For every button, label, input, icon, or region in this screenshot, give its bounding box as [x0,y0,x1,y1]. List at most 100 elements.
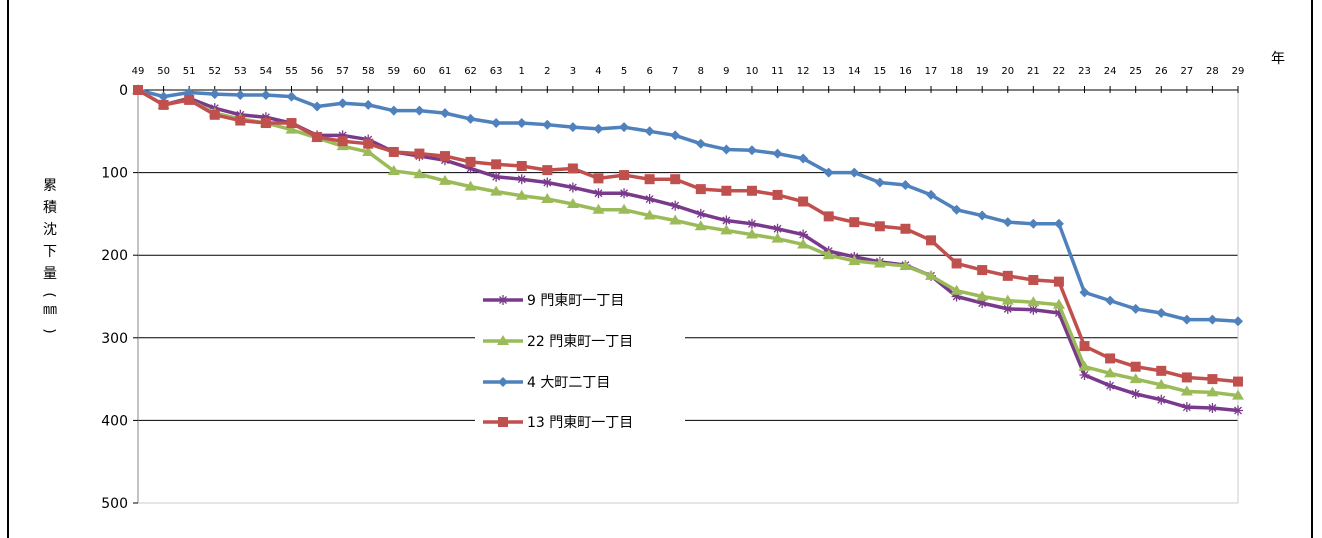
data-point-triangle [1129,373,1142,384]
x-tick-label: 10 [746,66,759,77]
data-point-square [798,196,809,207]
data-point-square [312,132,323,143]
y-tick-label: 400 [101,413,128,429]
data-point-asterisk [516,174,527,185]
data-point-square [1053,276,1064,287]
data-point-diamond [926,189,937,200]
y-axis-label-char: 沈 [43,222,57,238]
data-point-asterisk [1105,380,1116,391]
data-point-triangle [1155,378,1168,389]
x-tick-label: 13 [822,66,835,77]
data-point-triangle [925,269,938,280]
x-tick-label: 57 [336,66,349,77]
x-tick-label: 17 [925,66,938,77]
legend-label: 13 門東町一丁目 [527,415,633,431]
x-tick-label: 3 [570,66,576,77]
x-tick-label: 56 [311,66,324,77]
data-point-asterisk [644,194,655,205]
data-point-triangle [720,224,733,235]
series-1 [133,85,1243,416]
data-point-diamond [951,204,962,215]
data-point-square [158,99,169,110]
data-point-square [746,185,757,196]
data-point-diamond [260,89,271,100]
data-point-square [209,109,220,120]
data-point-triangle [1052,298,1065,309]
data-point-diamond [874,177,885,188]
data-point-triangle [515,189,528,200]
data-point-asterisk [670,200,681,211]
data-point-square [542,165,553,176]
data-point-diamond [746,145,757,156]
data-point-diamond [388,105,399,116]
x-tick-label: 12 [797,66,810,77]
data-point-square [439,151,450,162]
data-point-asterisk [1130,388,1141,399]
data-point-triangle [464,180,477,191]
data-point-diamond [1053,218,1064,229]
data-point-square [1079,341,1090,352]
data-point-asterisk [977,298,988,309]
legend-item: 22 門東町一丁目 [475,328,685,354]
settlement-chart: 49 50 51 52 53 54 55 56 57 58 59 60 61 62 63 1 2 3 4 5 6 7 8 9 1… [41,51,1285,512]
data-point-asterisk [1156,394,1167,405]
data-point-diamond [1233,316,1243,327]
data-point-diamond [721,144,732,155]
x-tick-label: 22 [1053,66,1066,77]
x-tick-label: 49 [132,66,145,77]
data-point-triangle [669,214,682,225]
legend-label: 9 門東町一丁目 [527,293,624,309]
data-point-square [695,184,706,195]
y-axis-label-char: 量 [43,266,57,282]
data-point-square [516,160,527,171]
data-point-asterisk [951,291,962,302]
data-point-triangle [413,168,426,179]
data-point-square [900,223,911,234]
data-point-triangle [745,228,758,239]
data-point-square [491,159,502,170]
y-tick-label: 500 [101,496,128,512]
y-tick-label: 0 [119,83,128,99]
data-point-diamond [644,126,655,137]
data-point-asterisk [1181,402,1192,413]
x-tick-label: 63 [490,66,503,77]
x-tick-label: 60 [413,66,426,77]
x-tick-label: 15 [873,66,886,77]
y-axis-label-char: 下 [43,244,57,260]
data-point-square [1002,270,1013,281]
data-point-diamond [363,99,374,110]
y-tick-label: 300 [101,331,128,347]
x-tick-label: 4 [595,66,601,77]
data-point-asterisk [721,215,732,226]
x-tick-label: 54 [260,66,273,77]
data-point-diamond [498,377,508,387]
data-point-square [567,163,578,174]
data-point-diamond [209,89,220,100]
data-point-asterisk [746,218,757,229]
data-point-square [388,146,399,157]
data-point-diamond [542,119,553,130]
y-axis-label-char: 積 [43,200,57,216]
data-point-square [498,417,508,427]
x-tick-label: 9 [723,66,729,77]
data-point-square [849,217,860,228]
x-tick-label: 59 [387,66,400,77]
data-point-triangle [618,203,631,214]
data-point-triangle [362,145,375,156]
x-tick-label: 50 [157,66,170,77]
x-tick-label: 8 [698,66,704,77]
y-axis-label-char: ㎜ [43,302,57,318]
y-axis-label-char: ) [41,328,57,333]
data-point-triangle [771,232,784,243]
data-point-square [926,235,937,246]
x-tick-label: 25 [1129,66,1142,77]
x-tick-label: 62 [464,66,477,77]
data-point-triangle [1232,389,1244,400]
data-point-diamond [619,122,630,133]
x-tick-label: 58 [362,66,375,77]
data-point-asterisk [465,163,476,174]
data-point-square [951,258,962,269]
x-tick-label: 7 [672,66,678,77]
data-point-diamond [235,89,246,100]
legend: 9 門東町一丁目 22 門東町一丁目 4 大町二丁目 13 門東町一丁目 [475,287,685,435]
